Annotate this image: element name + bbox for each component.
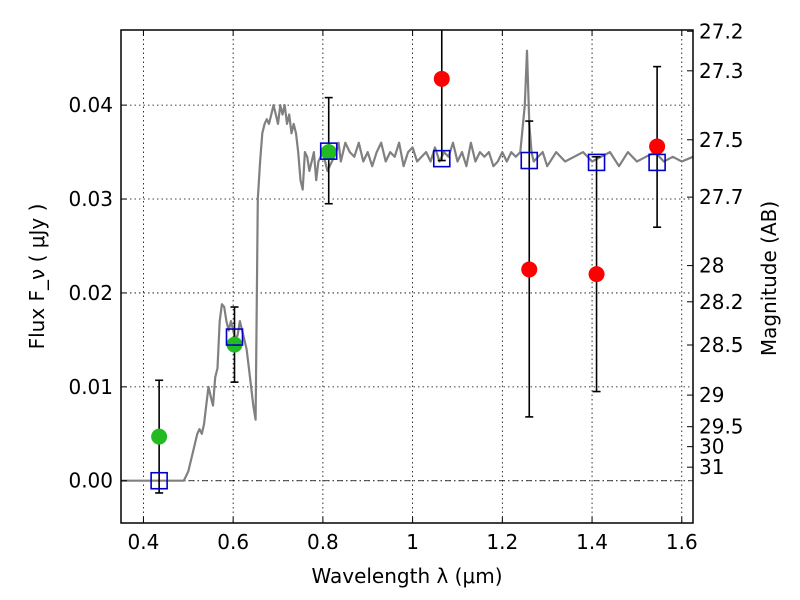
- right-axis-label: Magnitude (AB): [757, 201, 781, 356]
- right-tick-label: 28.5: [699, 333, 744, 357]
- model-flux-marker: [648, 153, 666, 172]
- model-flux-marker: [520, 151, 539, 170]
- data-points: [150, 70, 666, 490]
- right-tick-label: 31: [699, 455, 724, 479]
- y-tick-label: 0.03: [68, 187, 113, 211]
- y-tick-label: 0.01: [68, 375, 113, 399]
- right-tick-label: 28: [699, 254, 724, 278]
- x-axis-ticks: 0.4 0.6 0.8 1 1.2 1.4 1.6: [128, 30, 698, 554]
- model-flux-marker: [319, 142, 338, 160]
- x-axis-label: Wavelength λ (μm): [311, 564, 502, 588]
- x-tick-label: 0.8: [307, 530, 339, 554]
- photometry-point: [521, 261, 538, 278]
- x-tick-label: 0.4: [128, 530, 160, 554]
- right-tick-label: 29: [699, 383, 724, 407]
- x-tick-label: 1: [406, 530, 419, 554]
- model-flux-marker: [587, 153, 606, 172]
- right-tick-label: 30: [699, 435, 724, 459]
- right-tick-label: 29.5: [699, 415, 744, 439]
- grid: [121, 30, 693, 523]
- x-tick-label: 1.4: [576, 530, 608, 554]
- model-flux-marker: [432, 149, 451, 168]
- right-tick-label: 27.7: [699, 185, 744, 209]
- photometry-point: [151, 428, 168, 445]
- y-tick-label: 0.00: [68, 469, 113, 493]
- photometry-point: [588, 266, 605, 283]
- x-tick-label: 1.2: [486, 530, 518, 554]
- right-tick-label: 27.3: [699, 59, 744, 83]
- y-tick-label: 0.04: [68, 93, 113, 117]
- y-axis-ticks: 0.00 0.01 0.02 0.03 0.04: [68, 93, 127, 493]
- photometry-point: [433, 70, 450, 87]
- photometry-point: [649, 138, 666, 155]
- right-tick-label: 27.2: [699, 19, 744, 43]
- plot-frame: [120, 29, 694, 524]
- y-tick-label: 0.02: [68, 281, 113, 305]
- y-axis-label: Flux F_ν ( μJy ): [25, 204, 49, 350]
- x-tick-label: 0.6: [217, 530, 249, 554]
- model-flux-marker: [225, 328, 244, 346]
- right-tick-label: 28.2: [699, 290, 744, 314]
- x-tick-label: 1.6: [666, 530, 698, 554]
- right-tick-label: 27.5: [699, 128, 744, 152]
- model-flux-marker: [150, 471, 168, 490]
- photometry-point: [320, 144, 337, 161]
